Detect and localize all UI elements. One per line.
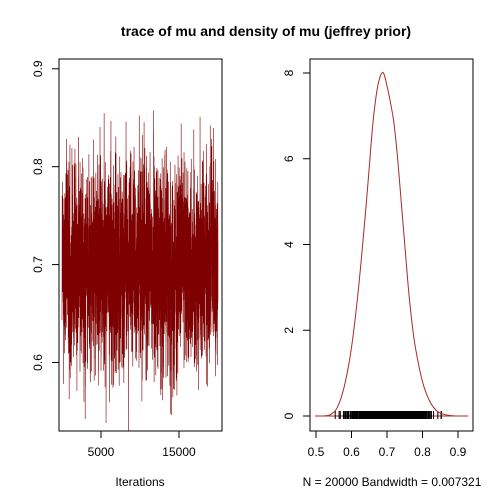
density-x-tick-label: 0.8 xyxy=(414,445,431,459)
density-panel: 0.5 0.6 0.7 0.8 0.9 0 2 4 6 8 N = 20000 Bandwidt… xyxy=(282,58,482,489)
density-curve xyxy=(323,72,466,417)
rug-marks xyxy=(334,411,442,419)
density-x-tick-label: 0.5 xyxy=(308,445,325,459)
trace-y-tick-label: 0.6 xyxy=(31,354,45,371)
density-y-tick-label: 2 xyxy=(282,327,296,334)
density-x-tick-label: 0.6 xyxy=(343,445,360,459)
figure-title: trace of mu and density of mu (jeffrey p… xyxy=(121,23,411,39)
density-y-tick-label: 6 xyxy=(282,155,296,162)
trace-y-tick-label: 0.8 xyxy=(31,158,45,175)
density-y-tick-label: 8 xyxy=(282,69,296,76)
trace-y-tick-label: 0.7 xyxy=(31,256,45,273)
trace-panel: 5000 15000 0.6 0.7 0.8 0.9 Iterations xyxy=(31,58,223,489)
trace-x-tick-label: 15000 xyxy=(162,445,196,459)
density-x-tick-label: 0.9 xyxy=(450,445,467,459)
density-rug xyxy=(334,411,442,419)
trace-x-tick-label: 5000 xyxy=(88,445,115,459)
trace-x-axis-label: Iterations xyxy=(115,475,164,489)
density-y-axis: 0 2 4 6 8 xyxy=(282,69,310,419)
density-x-axis-label: N = 20000 Bandwidth = 0.007321 xyxy=(303,475,482,489)
trace-series xyxy=(61,110,219,432)
density-y-tick-label: 4 xyxy=(282,241,296,248)
trace-y-axis: 0.6 0.7 0.8 0.9 xyxy=(31,60,59,371)
trace-y-tick-label: 0.9 xyxy=(31,60,45,77)
trace-line xyxy=(61,110,219,432)
density-x-tick-label: 0.7 xyxy=(379,445,396,459)
density-y-tick-label: 0 xyxy=(282,412,296,419)
trace-x-axis: 5000 15000 xyxy=(68,430,211,459)
density-plot-frame xyxy=(309,58,474,432)
density-x-axis: 0.5 0.6 0.7 0.8 0.9 xyxy=(308,430,467,459)
